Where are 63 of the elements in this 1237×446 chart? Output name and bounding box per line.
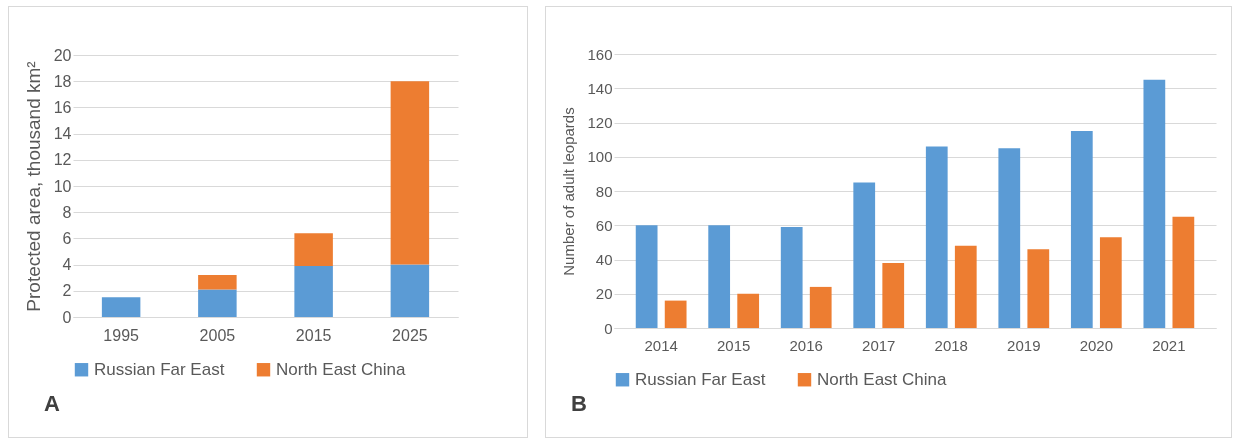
y-tick-label: 160 bbox=[587, 45, 613, 63]
bar bbox=[101, 297, 141, 317]
bar bbox=[635, 225, 658, 328]
y-tick-label: 120 bbox=[587, 114, 613, 131]
bar bbox=[390, 81, 430, 265]
y-tick-label: 100 bbox=[587, 148, 613, 166]
y-axis-title: Protected area, thousand km² bbox=[22, 61, 44, 312]
x-tick-label: 1995 bbox=[103, 326, 140, 344]
y-tick-label: 8 bbox=[62, 203, 72, 221]
y-tick-label: 140 bbox=[587, 79, 613, 97]
x-tick-label: 2018 bbox=[934, 336, 968, 354]
x-tick-label: 2020 bbox=[1079, 336, 1114, 354]
y-tick-label: 4 bbox=[62, 256, 72, 274]
bar bbox=[294, 233, 333, 266]
y-tick-label: 80 bbox=[595, 182, 613, 200]
bar bbox=[998, 148, 1021, 328]
y-tick-label: 60 bbox=[595, 216, 613, 234]
y-tick-label: 20 bbox=[53, 46, 72, 64]
bar bbox=[1143, 79, 1166, 328]
y-tick-label: 2 bbox=[62, 282, 72, 300]
y-tick-label: 16 bbox=[53, 98, 72, 116]
x-tick-label: 2019 bbox=[1007, 336, 1041, 354]
y-tick-label: 10 bbox=[53, 177, 72, 195]
bar bbox=[664, 300, 687, 328]
legend-label: North East China bbox=[276, 359, 406, 379]
x-tick-label: 2025 bbox=[392, 326, 428, 344]
bar bbox=[1099, 237, 1122, 328]
y-axis-title: Number of adult leopards bbox=[560, 107, 578, 276]
bar bbox=[1172, 216, 1195, 328]
bar bbox=[708, 225, 731, 328]
bar bbox=[1070, 131, 1093, 328]
y-tick-label: 0 bbox=[604, 319, 613, 337]
bar bbox=[853, 182, 876, 328]
bar bbox=[1027, 249, 1050, 328]
legend-label: Russian Far East bbox=[635, 369, 766, 389]
bar bbox=[954, 245, 977, 328]
x-tick-label: 2015 bbox=[716, 336, 751, 354]
x-tick-label: 2015 bbox=[295, 326, 332, 344]
bar bbox=[737, 293, 760, 328]
x-tick-label: 2016 bbox=[789, 336, 823, 354]
bar bbox=[925, 146, 948, 328]
x-tick-label: 2017 bbox=[862, 336, 896, 354]
bar bbox=[809, 286, 832, 328]
bar bbox=[882, 262, 905, 328]
x-tick-label: 2021 bbox=[1152, 336, 1186, 354]
x-tick-label: 2005 bbox=[199, 326, 236, 344]
bar bbox=[198, 289, 237, 317]
x-tick-label: 2014 bbox=[644, 336, 678, 354]
y-tick-label: 14 bbox=[53, 125, 72, 143]
y-tick-label: 18 bbox=[53, 72, 72, 90]
y-tick-label: 6 bbox=[62, 229, 72, 247]
y-tick-label: 12 bbox=[53, 151, 72, 169]
bar bbox=[390, 264, 430, 317]
y-tick-label: 40 bbox=[595, 251, 613, 268]
y-tick-label: 0 bbox=[62, 308, 72, 326]
text: A bbox=[44, 391, 60, 417]
text: B bbox=[571, 391, 587, 417]
bar bbox=[780, 226, 803, 328]
bar bbox=[198, 275, 237, 290]
legend-label: Russian Far East bbox=[94, 359, 225, 379]
y-tick-label: 20 bbox=[595, 285, 613, 303]
legend-label: North East China bbox=[817, 369, 947, 389]
bar bbox=[294, 265, 333, 317]
